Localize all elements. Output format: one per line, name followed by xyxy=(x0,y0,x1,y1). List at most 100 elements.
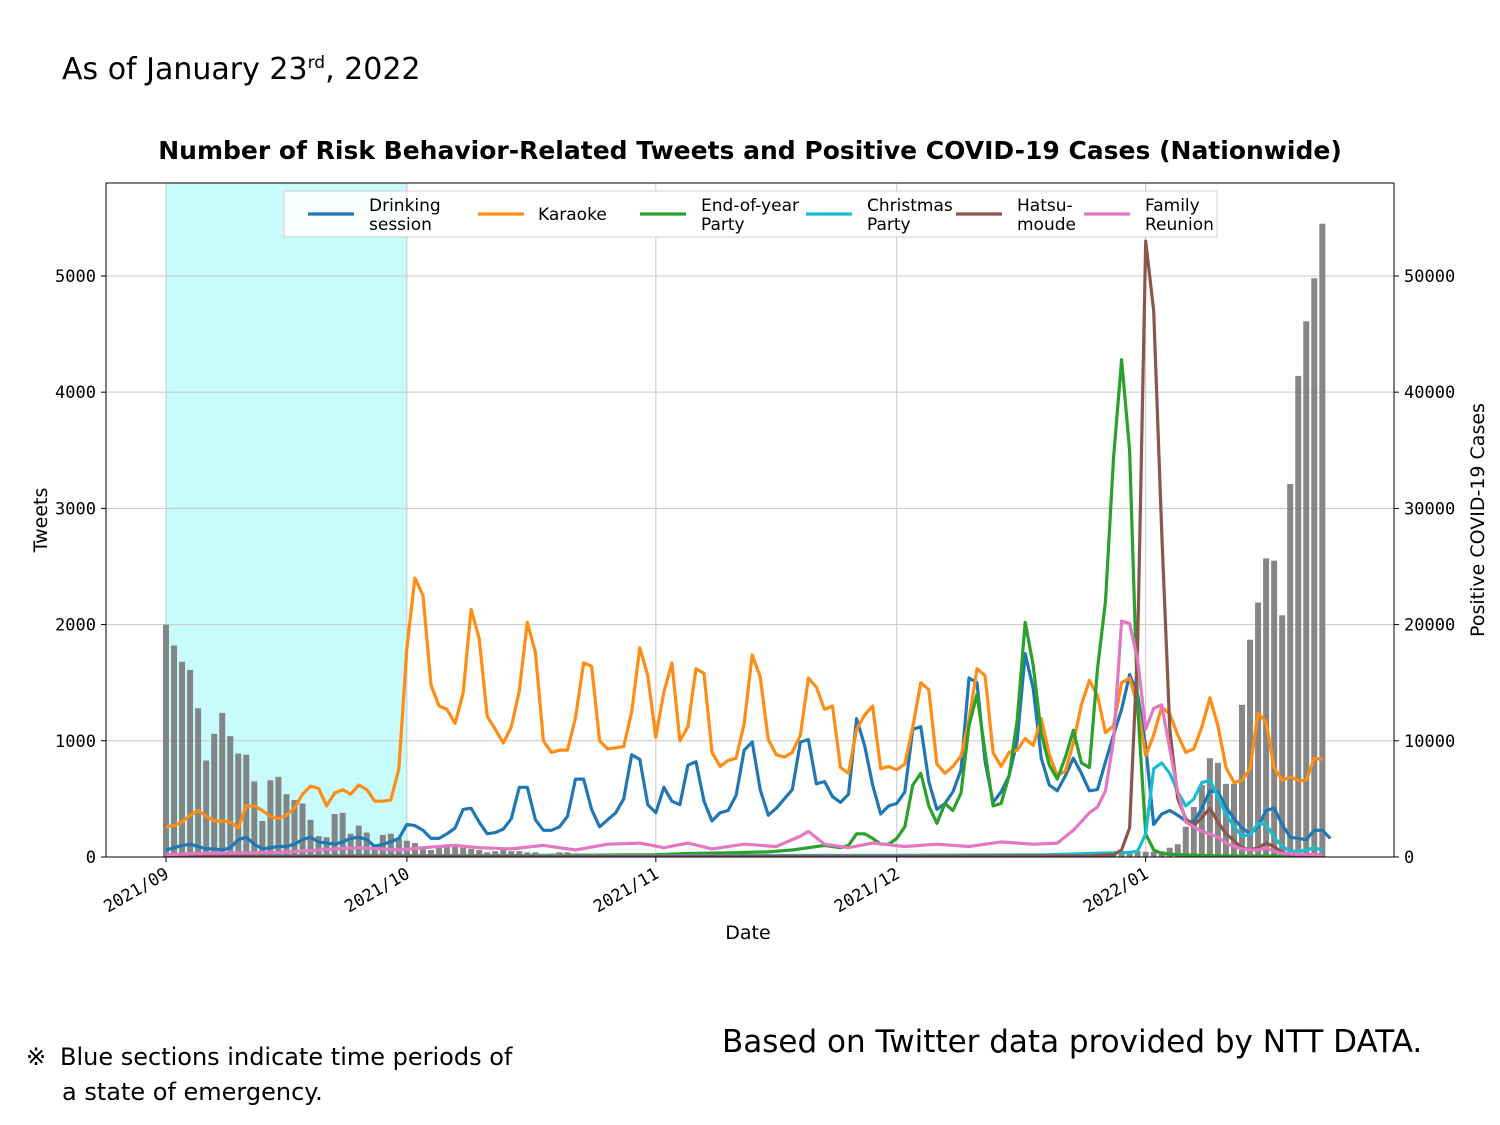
legend-label: Drinking xyxy=(369,196,441,216)
legend-label: Hatsu- xyxy=(1017,196,1073,216)
case-bar xyxy=(227,736,234,857)
case-bar xyxy=(1295,375,1302,857)
as-of-superscript: rd xyxy=(307,53,326,73)
case-bar xyxy=(1311,278,1318,857)
case-bar xyxy=(219,712,226,857)
legend-label: End-of-year xyxy=(701,196,799,216)
footnote-line-1: Blue sections indicate time periods of xyxy=(60,1043,513,1071)
case-bar xyxy=(235,753,242,857)
y-tick-label: 0 xyxy=(86,848,96,868)
case-bar xyxy=(299,803,306,857)
plot-frame xyxy=(105,182,1395,858)
case-bar xyxy=(1287,483,1294,857)
legend-label: Christmas xyxy=(867,196,953,216)
case-bar xyxy=(1279,615,1286,857)
case-bar xyxy=(436,847,443,857)
series-line-family-reunion xyxy=(165,619,1323,857)
case-bar xyxy=(355,825,362,857)
series-lines xyxy=(165,239,1332,857)
case-bar xyxy=(1214,762,1221,857)
case-bar xyxy=(444,844,451,857)
emergency-period-band xyxy=(166,183,407,857)
series-line-karaoke xyxy=(165,576,1323,830)
y-tick-label: 4000 xyxy=(55,383,96,403)
y2-tick-label: 30000 xyxy=(1404,499,1455,519)
legend-label: Party xyxy=(701,215,745,235)
case-bar xyxy=(339,812,346,857)
case-bar xyxy=(500,850,507,857)
case-bar xyxy=(1118,852,1125,857)
case-bar xyxy=(1255,602,1262,857)
case-bar xyxy=(1182,826,1189,857)
legend-box xyxy=(283,190,1218,238)
case-bar xyxy=(1198,784,1205,857)
x-tick-label: 2021/12 xyxy=(831,864,903,917)
case-bar xyxy=(371,844,378,857)
case-bar xyxy=(363,832,370,857)
case-bar xyxy=(291,800,298,857)
y-tick-label: 2000 xyxy=(55,616,96,636)
case-bar xyxy=(1134,851,1141,857)
series-line-christmas-party xyxy=(166,761,1323,857)
y2-tick-label: 40000 xyxy=(1404,383,1455,403)
case-bar xyxy=(1271,560,1278,857)
y-tick-label: 1000 xyxy=(55,732,96,752)
case-bar xyxy=(267,780,274,857)
case-bar xyxy=(1263,558,1270,857)
legend-item: Karaoke xyxy=(478,205,607,225)
case-bar xyxy=(1222,783,1229,857)
case-bar xyxy=(259,820,266,857)
legend-label: Family xyxy=(1145,196,1200,216)
case-bar xyxy=(1150,851,1157,857)
x-tick-label: 2021/10 xyxy=(341,864,413,917)
x-tick-label: 2021/11 xyxy=(590,864,662,917)
case-bar xyxy=(171,645,178,857)
y-tick-label: 3000 xyxy=(55,499,96,519)
case-bar xyxy=(283,794,290,857)
data-credit: Based on Twitter data provided by NTT DA… xyxy=(722,1024,1423,1060)
case-bar xyxy=(251,781,258,857)
case-bar xyxy=(395,838,402,857)
case-bar xyxy=(468,848,475,857)
footnote-line-2: a state of emergency. xyxy=(62,1078,323,1106)
as-of-prefix: As of January 23 xyxy=(62,52,308,87)
y2-tick-label: 10000 xyxy=(1404,732,1455,752)
legend-label: Reunion xyxy=(1145,215,1214,235)
case-bar xyxy=(1142,851,1149,857)
y2-tick-label: 50000 xyxy=(1404,267,1455,287)
case-bar xyxy=(1166,847,1173,857)
footnote: ※ Blue sections indicate time periods of … xyxy=(26,1040,512,1110)
case-bar xyxy=(387,833,394,857)
case-bar xyxy=(1190,807,1197,857)
case-bar xyxy=(331,814,338,857)
case-bar xyxy=(460,847,467,857)
case-bar xyxy=(1174,844,1181,857)
as-of-suffix: , 2022 xyxy=(325,52,421,87)
case-bar xyxy=(476,850,483,857)
case-bar xyxy=(1247,639,1254,857)
case-bar xyxy=(203,760,210,857)
case-bar xyxy=(315,836,322,857)
y-axis-label: Tweets xyxy=(30,488,52,554)
x-tick-label: 2021/09 xyxy=(100,864,172,917)
case-bar xyxy=(452,845,459,857)
as-of-date: As of January 23rd, 2022 xyxy=(62,52,421,87)
case-bar xyxy=(1303,321,1310,857)
y2-axis-label: Positive COVID-19 Cases xyxy=(1467,403,1489,637)
case-bar xyxy=(419,846,426,857)
case-bar xyxy=(1319,223,1326,857)
case-bar xyxy=(427,850,434,857)
y2-tick-label: 20000 xyxy=(1404,616,1455,636)
case-bar xyxy=(211,733,218,857)
case-bar xyxy=(163,624,169,857)
case-bar xyxy=(379,834,386,857)
reference-mark: ※ xyxy=(26,1043,47,1071)
x-tick-label: 2022/01 xyxy=(1080,864,1152,917)
case-bar xyxy=(275,776,282,857)
case-bar xyxy=(187,669,194,857)
chart-title: Number of Risk Behavior-Related Tweets a… xyxy=(158,136,1342,165)
